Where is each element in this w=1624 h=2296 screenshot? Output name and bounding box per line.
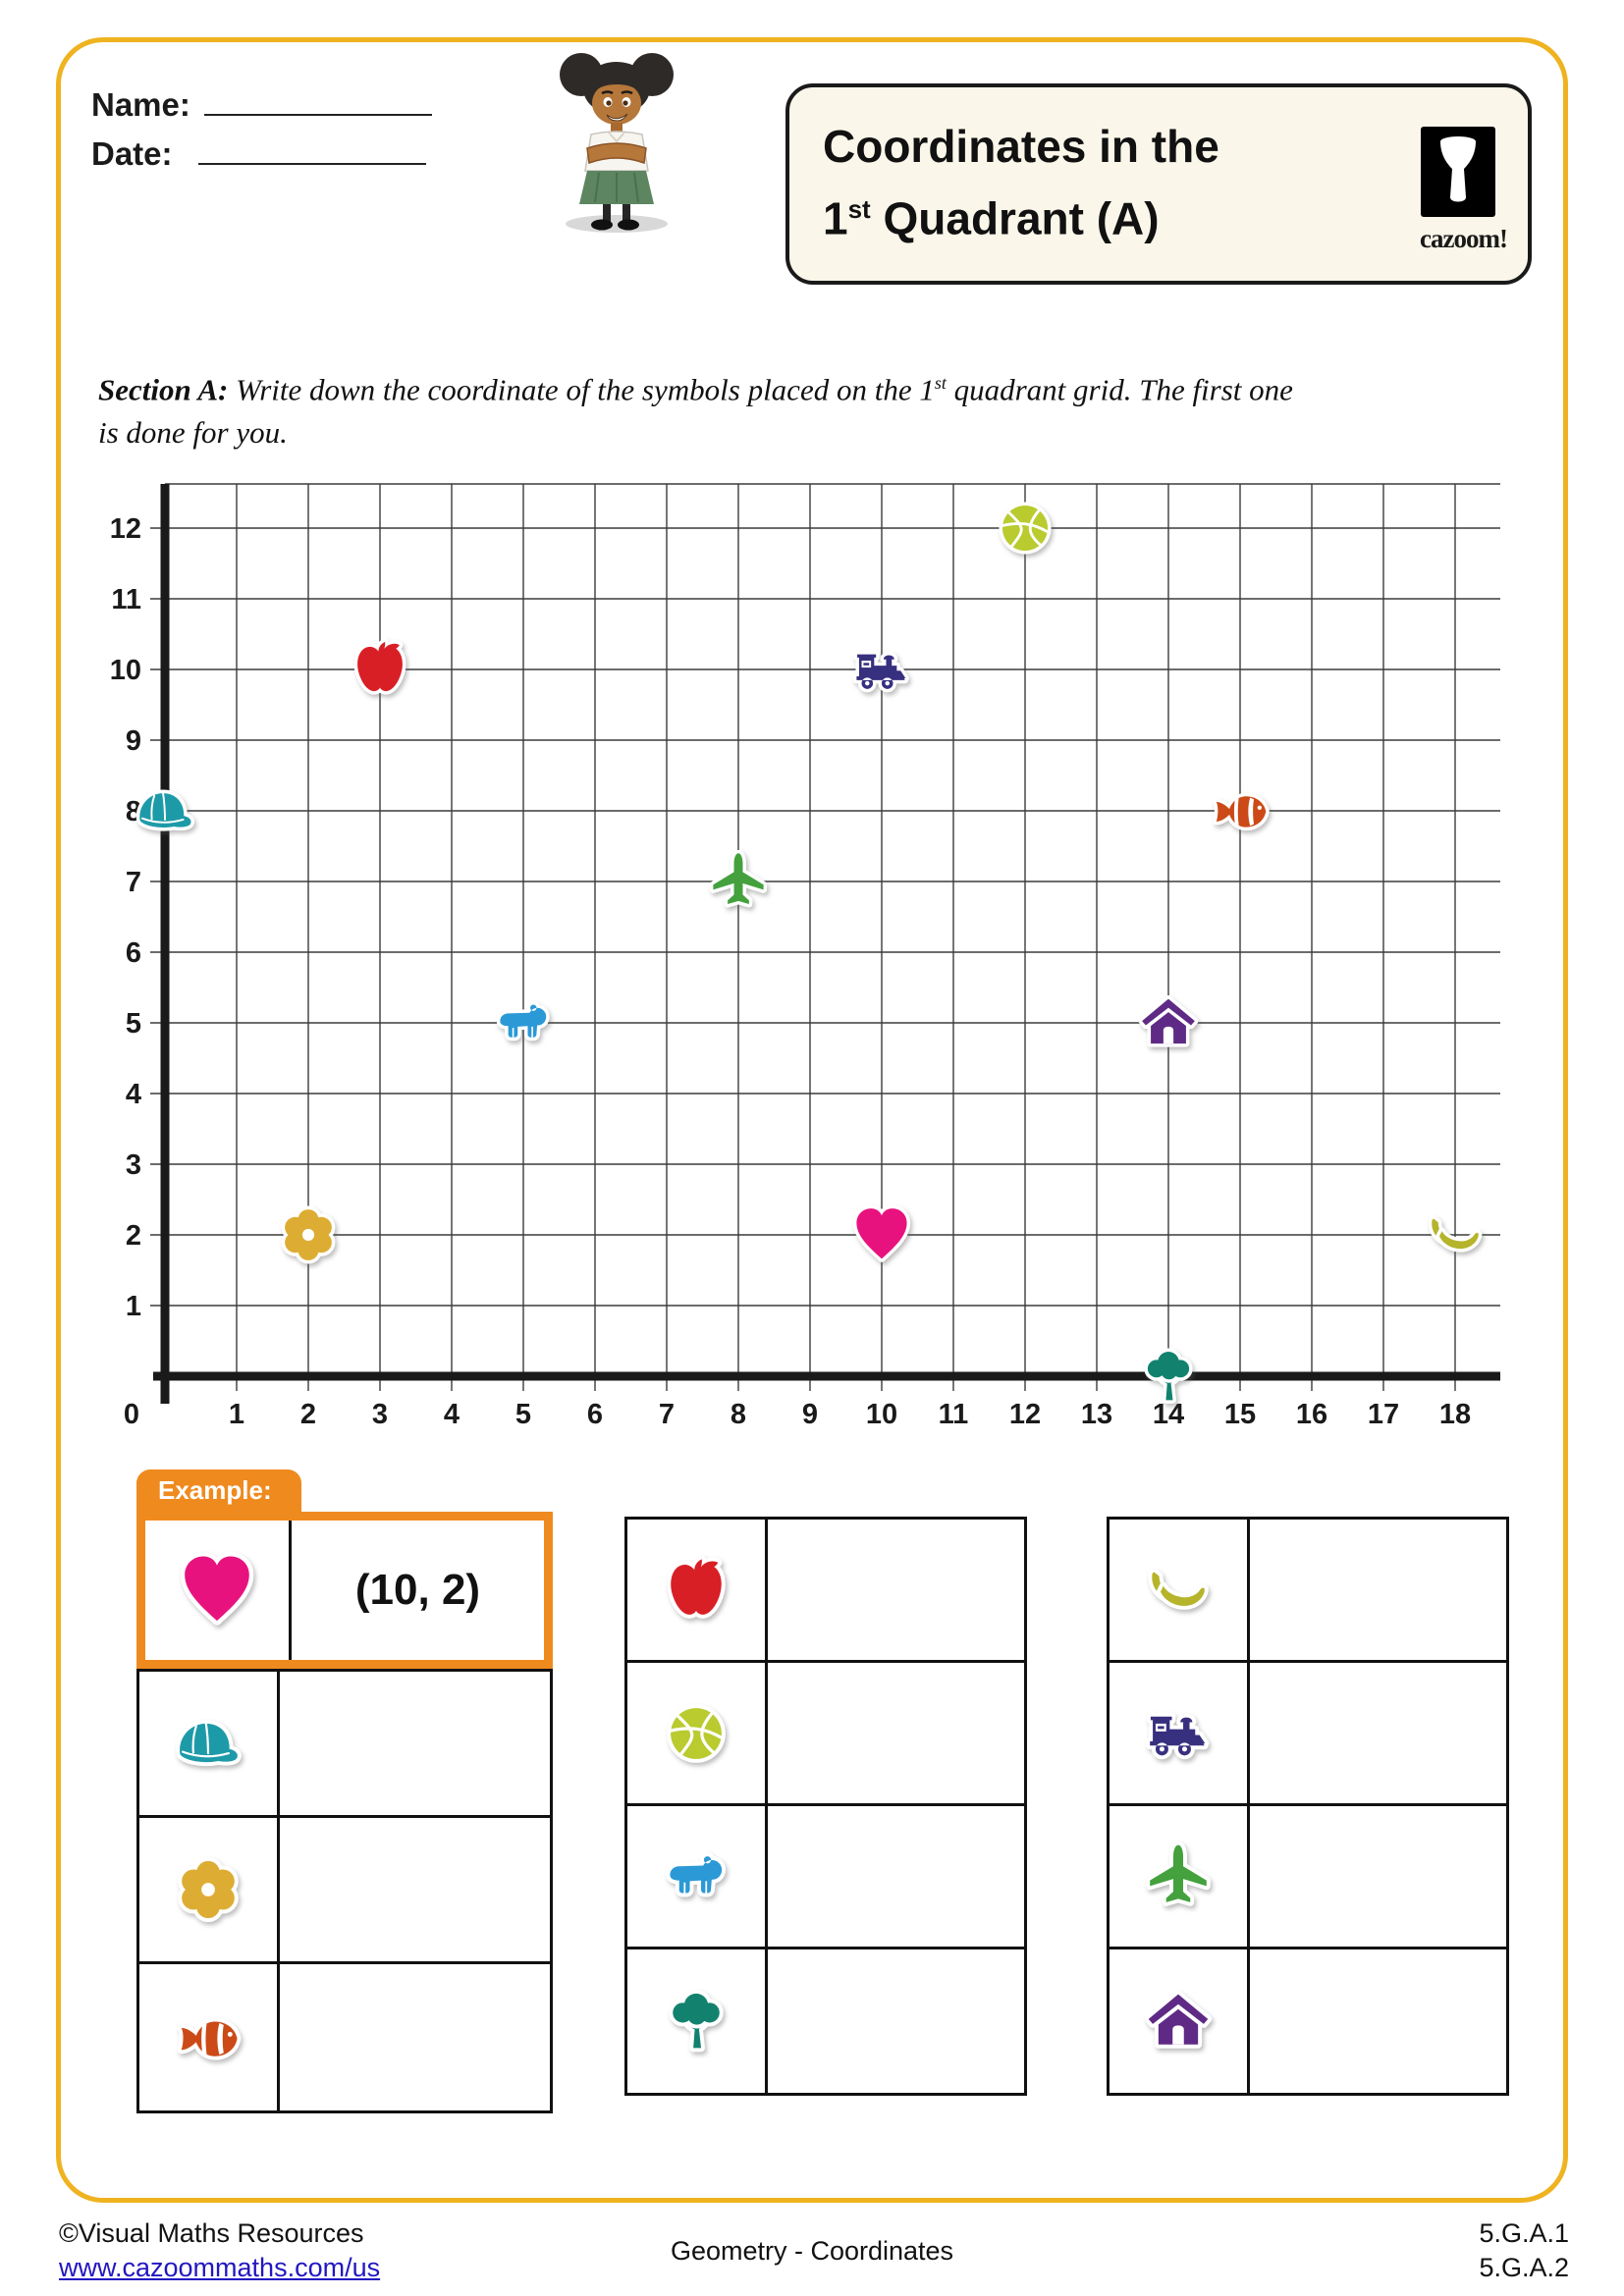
footer-left: ©Visual Maths Resources www.cazoommaths.… [59, 2216, 380, 2285]
answer-cell-banana[interactable] [1250, 1520, 1506, 1660]
heart-icon [177, 1550, 257, 1630]
answer-cell-fish[interactable] [280, 1964, 550, 2110]
name-label: Name: [91, 86, 190, 123]
name-input-line[interactable] [203, 84, 432, 116]
answer-cell-basketball[interactable] [768, 1663, 1024, 1803]
symbol-cell [139, 1818, 280, 1961]
cazoom-logo-icon [1421, 127, 1495, 217]
answer-cell-cap[interactable] [280, 1672, 550, 1815]
answer-cell-house[interactable] [1250, 1949, 1506, 2093]
table-row-banana [1110, 1520, 1506, 1663]
cazoom-logo: cazoom! [1420, 127, 1508, 254]
answer-cell-train[interactable] [1250, 1663, 1506, 1803]
table-row-house [1110, 1949, 1506, 2093]
title-box: Coordinates in the 1st Quadrant (A) cazo… [785, 83, 1532, 285]
table-row-bear [627, 1806, 1024, 1949]
symbol-cell [1110, 1663, 1250, 1803]
table-row-train [1110, 1663, 1506, 1806]
fish-icon [173, 2002, 244, 2073]
answer-table-3 [1107, 1517, 1509, 2096]
answer-table-1 [136, 1669, 553, 2113]
table-row-basketball [627, 1663, 1024, 1806]
copyright-text: ©Visual Maths Resources [59, 2218, 364, 2248]
standard-2: 5.G.A.2 [1479, 2253, 1569, 2282]
tree-icon [661, 1986, 731, 2056]
example-answer: (10, 2) [354, 1566, 481, 1614]
name-row: Name: [91, 84, 432, 124]
airplane-icon [1143, 1842, 1214, 1912]
table-row-flower [139, 1818, 550, 1964]
symbol-cell [139, 1964, 280, 2110]
example-tab: Example: [136, 1469, 301, 1515]
train-icon [1143, 1698, 1214, 1769]
symbol-cell [1110, 1806, 1250, 1947]
section-a-label: Section A: [98, 372, 229, 407]
basketball-icon [661, 1698, 731, 1769]
table-row-apple [627, 1520, 1024, 1663]
date-row: Date: [91, 133, 426, 173]
symbol-cell [1110, 1949, 1250, 2093]
footer-standards: 5.G.A.1 5.G.A.2 [1257, 2216, 1569, 2285]
table-row-cap [139, 1672, 550, 1818]
symbol-cell [627, 1806, 768, 1947]
symbol-cell [1110, 1520, 1250, 1660]
example-symbol-cell [145, 1521, 292, 1660]
date-label: Date: [91, 135, 173, 172]
table-row-tree [627, 1949, 1024, 2093]
standard-1: 5.G.A.1 [1479, 2218, 1569, 2248]
answer-table-2 [624, 1517, 1027, 2096]
answer-cell-bear[interactable] [768, 1806, 1024, 1947]
apple-icon [661, 1555, 731, 1626]
worksheet-title: Coordinates in the 1st Quadrant (A) [823, 121, 1219, 244]
page-border [56, 37, 1568, 2203]
symbol-cell [627, 1949, 768, 2093]
answer-cell-tree[interactable] [768, 1949, 1024, 2093]
symbol-cell [627, 1520, 768, 1660]
house-icon [1143, 1986, 1214, 2056]
table-row-airplane [1110, 1806, 1506, 1949]
example-box: (10, 2) [136, 1512, 553, 1669]
symbol-cell [139, 1672, 280, 1815]
footer-topic: Geometry - Coordinates [670, 2236, 954, 2266]
flower-icon [173, 1854, 244, 1925]
banana-icon [1143, 1555, 1214, 1626]
website-link[interactable]: www.cazoommaths.com/us [59, 2253, 381, 2282]
answer-cell-apple[interactable] [768, 1520, 1024, 1660]
date-input-line[interactable] [197, 133, 426, 165]
girl-illustration [560, 53, 674, 233]
answer-cell-airplane[interactable] [1250, 1806, 1506, 1947]
cap-icon [173, 1708, 244, 1779]
cazoom-logo-text: cazoom! [1420, 224, 1508, 253]
section-a-instruction: Section A: Write down the coordinate of … [98, 372, 1293, 451]
symbol-cell [627, 1663, 768, 1803]
table-row-fish [139, 1964, 550, 2110]
answer-cell-flower[interactable] [280, 1818, 550, 1961]
bear-icon [661, 1842, 731, 1912]
